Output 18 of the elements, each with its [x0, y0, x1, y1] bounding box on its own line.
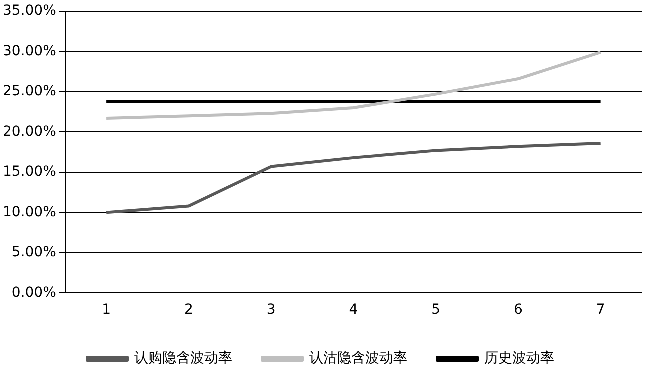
legend-label: 认购隐含波动率: [134, 350, 232, 367]
y-tick-label: 0.00%: [12, 284, 56, 301]
y-tick-label: 20.00%: [2, 124, 56, 140]
y-tick-label: 5.00%: [12, 244, 56, 261]
x-tick-label: 7: [596, 302, 606, 318]
x-tick-label: 4: [349, 302, 358, 318]
x-tick-label: 3: [266, 302, 276, 318]
legend-label: 认沽隐含波动率: [310, 350, 408, 367]
legend-label: 历史波动率: [484, 350, 554, 367]
y-tick-label: 15.00%: [2, 164, 56, 180]
y-tick-label: 30.00%: [2, 43, 56, 60]
y-tick-label: 25.00%: [2, 84, 56, 100]
x-tick-label: 5: [432, 302, 441, 318]
x-tick-label: 6: [514, 302, 523, 318]
x-tick-label: 2: [184, 302, 194, 318]
y-tick-label: 35.00%: [2, 3, 56, 20]
y-tick-label: 10.00%: [2, 204, 56, 220]
x-tick-label: 1: [102, 302, 112, 318]
